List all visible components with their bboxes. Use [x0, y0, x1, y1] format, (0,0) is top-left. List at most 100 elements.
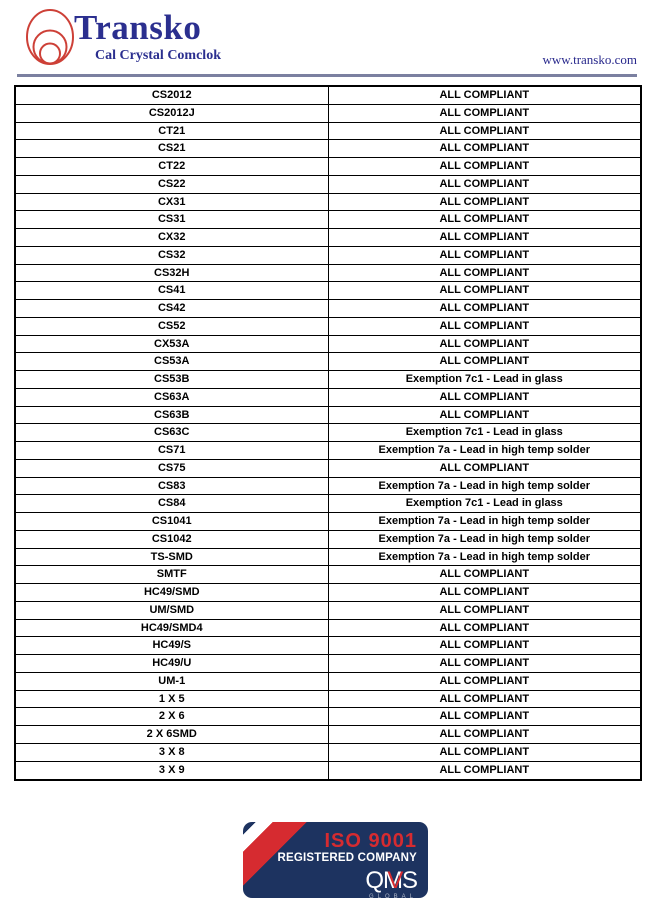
table-row: CS83 Exemption 7a - Lead in high temp sol…	[14, 476, 642, 496]
table-row: 3 X 8 ALL COMPLIANT	[14, 742, 642, 762]
status-cell: ALL COMPLIANT	[327, 103, 642, 123]
part-cell: UM/SMD	[14, 600, 329, 620]
table-row: CT22 ALL COMPLIANT	[14, 157, 642, 176]
status-cell: ALL COMPLIANT	[327, 583, 642, 602]
part-cell: CS71	[14, 441, 329, 460]
status-cell: ALL COMPLIANT	[327, 671, 642, 691]
table-row: CS63A ALL COMPLIANT	[14, 387, 642, 407]
website-link[interactable]: www.transko.com	[542, 52, 637, 67]
table-row: CT21 ALL COMPLIANT	[14, 121, 642, 141]
part-cell: CS63B	[14, 405, 329, 425]
table-row: CS22 ALL COMPLIANT	[14, 174, 642, 194]
table-row: CS31 ALL COMPLIANT	[14, 210, 642, 230]
status-cell: ALL COMPLIANT	[327, 281, 642, 301]
part-cell: 2 X 6SMD	[14, 725, 329, 744]
part-cell: CS1042	[14, 529, 329, 549]
part-cell: CT22	[14, 157, 329, 176]
status-cell: ALL COMPLIANT	[327, 228, 642, 247]
table-row: TS-SMD Exemption 7a - Lead in high temp s…	[14, 547, 642, 567]
part-cell: CS63A	[14, 387, 329, 407]
table-row: CS42 ALL COMPLIANT	[14, 299, 642, 318]
part-cell: CX31	[14, 192, 329, 212]
table-row: SMTF ALL COMPLIANT	[14, 565, 642, 585]
part-cell: CS21	[14, 139, 329, 159]
status-cell: ALL COMPLIANT	[327, 725, 642, 744]
table-row: CS84 Exemption 7c1 - Lead in glass	[14, 494, 642, 514]
status-cell: Exemption 7a - Lead in high temp solder	[327, 529, 642, 549]
status-cell: Exemption 7a - Lead in high temp solder	[327, 476, 642, 496]
iso-9001-badge: ISO 9001 REGISTERED COMPANY QMS V GLOBAL	[243, 822, 428, 900]
table-row: CS75 ALL COMPLIANT	[14, 458, 642, 478]
part-cell: CX53A	[14, 334, 329, 354]
table-row: CS63B ALL COMPLIANT	[14, 405, 642, 425]
table-row: UM-1 ALL COMPLIANT	[14, 671, 642, 691]
brand-name: Transko	[74, 8, 202, 47]
part-cell: HC49/SMD	[14, 583, 329, 602]
status-cell: Exemption 7a - Lead in high temp solder	[327, 512, 642, 531]
part-cell: CS53B	[14, 370, 329, 389]
header-divider	[17, 74, 637, 77]
status-cell: ALL COMPLIANT	[327, 85, 642, 105]
status-cell: ALL COMPLIANT	[327, 245, 642, 265]
part-cell: 3 X 8	[14, 742, 329, 762]
table-row: CX32 ALL COMPLIANT	[14, 228, 642, 247]
table-row: HC49/U ALL COMPLIANT	[14, 654, 642, 673]
status-cell: ALL COMPLIANT	[327, 405, 642, 425]
status-cell: ALL COMPLIANT	[327, 139, 642, 159]
status-cell: ALL COMPLIANT	[327, 121, 642, 141]
part-cell: CS52	[14, 316, 329, 336]
part-cell: CS53A	[14, 352, 329, 372]
table-row: CS63C Exemption 7c1 - Lead in glass	[14, 423, 642, 443]
part-cell: CS32H	[14, 263, 329, 283]
part-cell: CS84	[14, 494, 329, 514]
status-cell: ALL COMPLIANT	[327, 689, 642, 709]
table-row: CS71 Exemption 7a - Lead in high temp sol…	[14, 441, 642, 460]
part-cell: TS-SMD	[14, 547, 329, 567]
part-cell: CS41	[14, 281, 329, 301]
part-cell: SMTF	[14, 565, 329, 585]
compliance-table: CS2012 ALL COMPLIANT CS2012J ALL COMPLIANT C…	[14, 85, 642, 781]
table-row: CS1042 Exemption 7a - Lead in high temp s…	[14, 529, 642, 549]
status-cell: ALL COMPLIANT	[327, 299, 642, 318]
table-row: CS53A ALL COMPLIANT	[14, 352, 642, 372]
status-cell: ALL COMPLIANT	[327, 618, 642, 638]
status-cell: ALL COMPLIANT	[327, 387, 642, 407]
compliance-table-body: CS2012 ALL COMPLIANT CS2012J ALL COMPLIANT C…	[14, 85, 642, 781]
registered-company-label: REGISTERED COMPANY	[277, 852, 417, 864]
iso-9001-label: ISO 9001	[324, 830, 417, 852]
status-cell: Exemption 7c1 - Lead in glass	[327, 494, 642, 514]
part-cell: 2 X 6	[14, 707, 329, 727]
table-row: 2 X 6SMD ALL COMPLIANT	[14, 725, 642, 744]
part-cell: CX32	[14, 228, 329, 247]
status-cell: ALL COMPLIANT	[327, 742, 642, 762]
part-cell: CT21	[14, 121, 329, 141]
table-row: CS21 ALL COMPLIANT	[14, 139, 642, 159]
status-cell: Exemption 7c1 - Lead in glass	[327, 423, 642, 443]
table-row: CX31 ALL COMPLIANT	[14, 192, 642, 212]
part-cell: HC49/U	[14, 654, 329, 673]
transko-logo-icon	[25, 9, 75, 71]
status-cell: ALL COMPLIANT	[327, 458, 642, 478]
status-cell: ALL COMPLIANT	[327, 192, 642, 212]
table-row: 2 X 6 ALL COMPLIANT	[14, 707, 642, 727]
part-cell: CS75	[14, 458, 329, 478]
part-cell: CS42	[14, 299, 329, 318]
brand-tagline: Cal Crystal Comclok	[95, 48, 221, 63]
table-row: CS1041 Exemption 7a - Lead in high temp s…	[14, 512, 642, 531]
part-cell: CS83	[14, 476, 329, 496]
part-cell: CS32	[14, 245, 329, 265]
table-row: HC49/SMD4 ALL COMPLIANT	[14, 618, 642, 638]
part-cell: CS31	[14, 210, 329, 230]
status-cell: Exemption 7a - Lead in high temp solder	[327, 441, 642, 460]
status-cell: ALL COMPLIANT	[327, 316, 642, 336]
status-cell: ALL COMPLIANT	[327, 352, 642, 372]
status-cell: ALL COMPLIANT	[327, 174, 642, 194]
qms-v-accent-icon: V	[387, 866, 403, 894]
qms-wordmark: QMS V	[365, 866, 418, 894]
table-row: CS2012 ALL COMPLIANT	[14, 85, 642, 105]
table-row: CS2012J ALL COMPLIANT	[14, 103, 642, 123]
table-row: 1 X 5 ALL COMPLIANT	[14, 689, 642, 709]
status-cell: Exemption 7c1 - Lead in glass	[327, 370, 642, 389]
table-row: CS52 ALL COMPLIANT	[14, 316, 642, 336]
